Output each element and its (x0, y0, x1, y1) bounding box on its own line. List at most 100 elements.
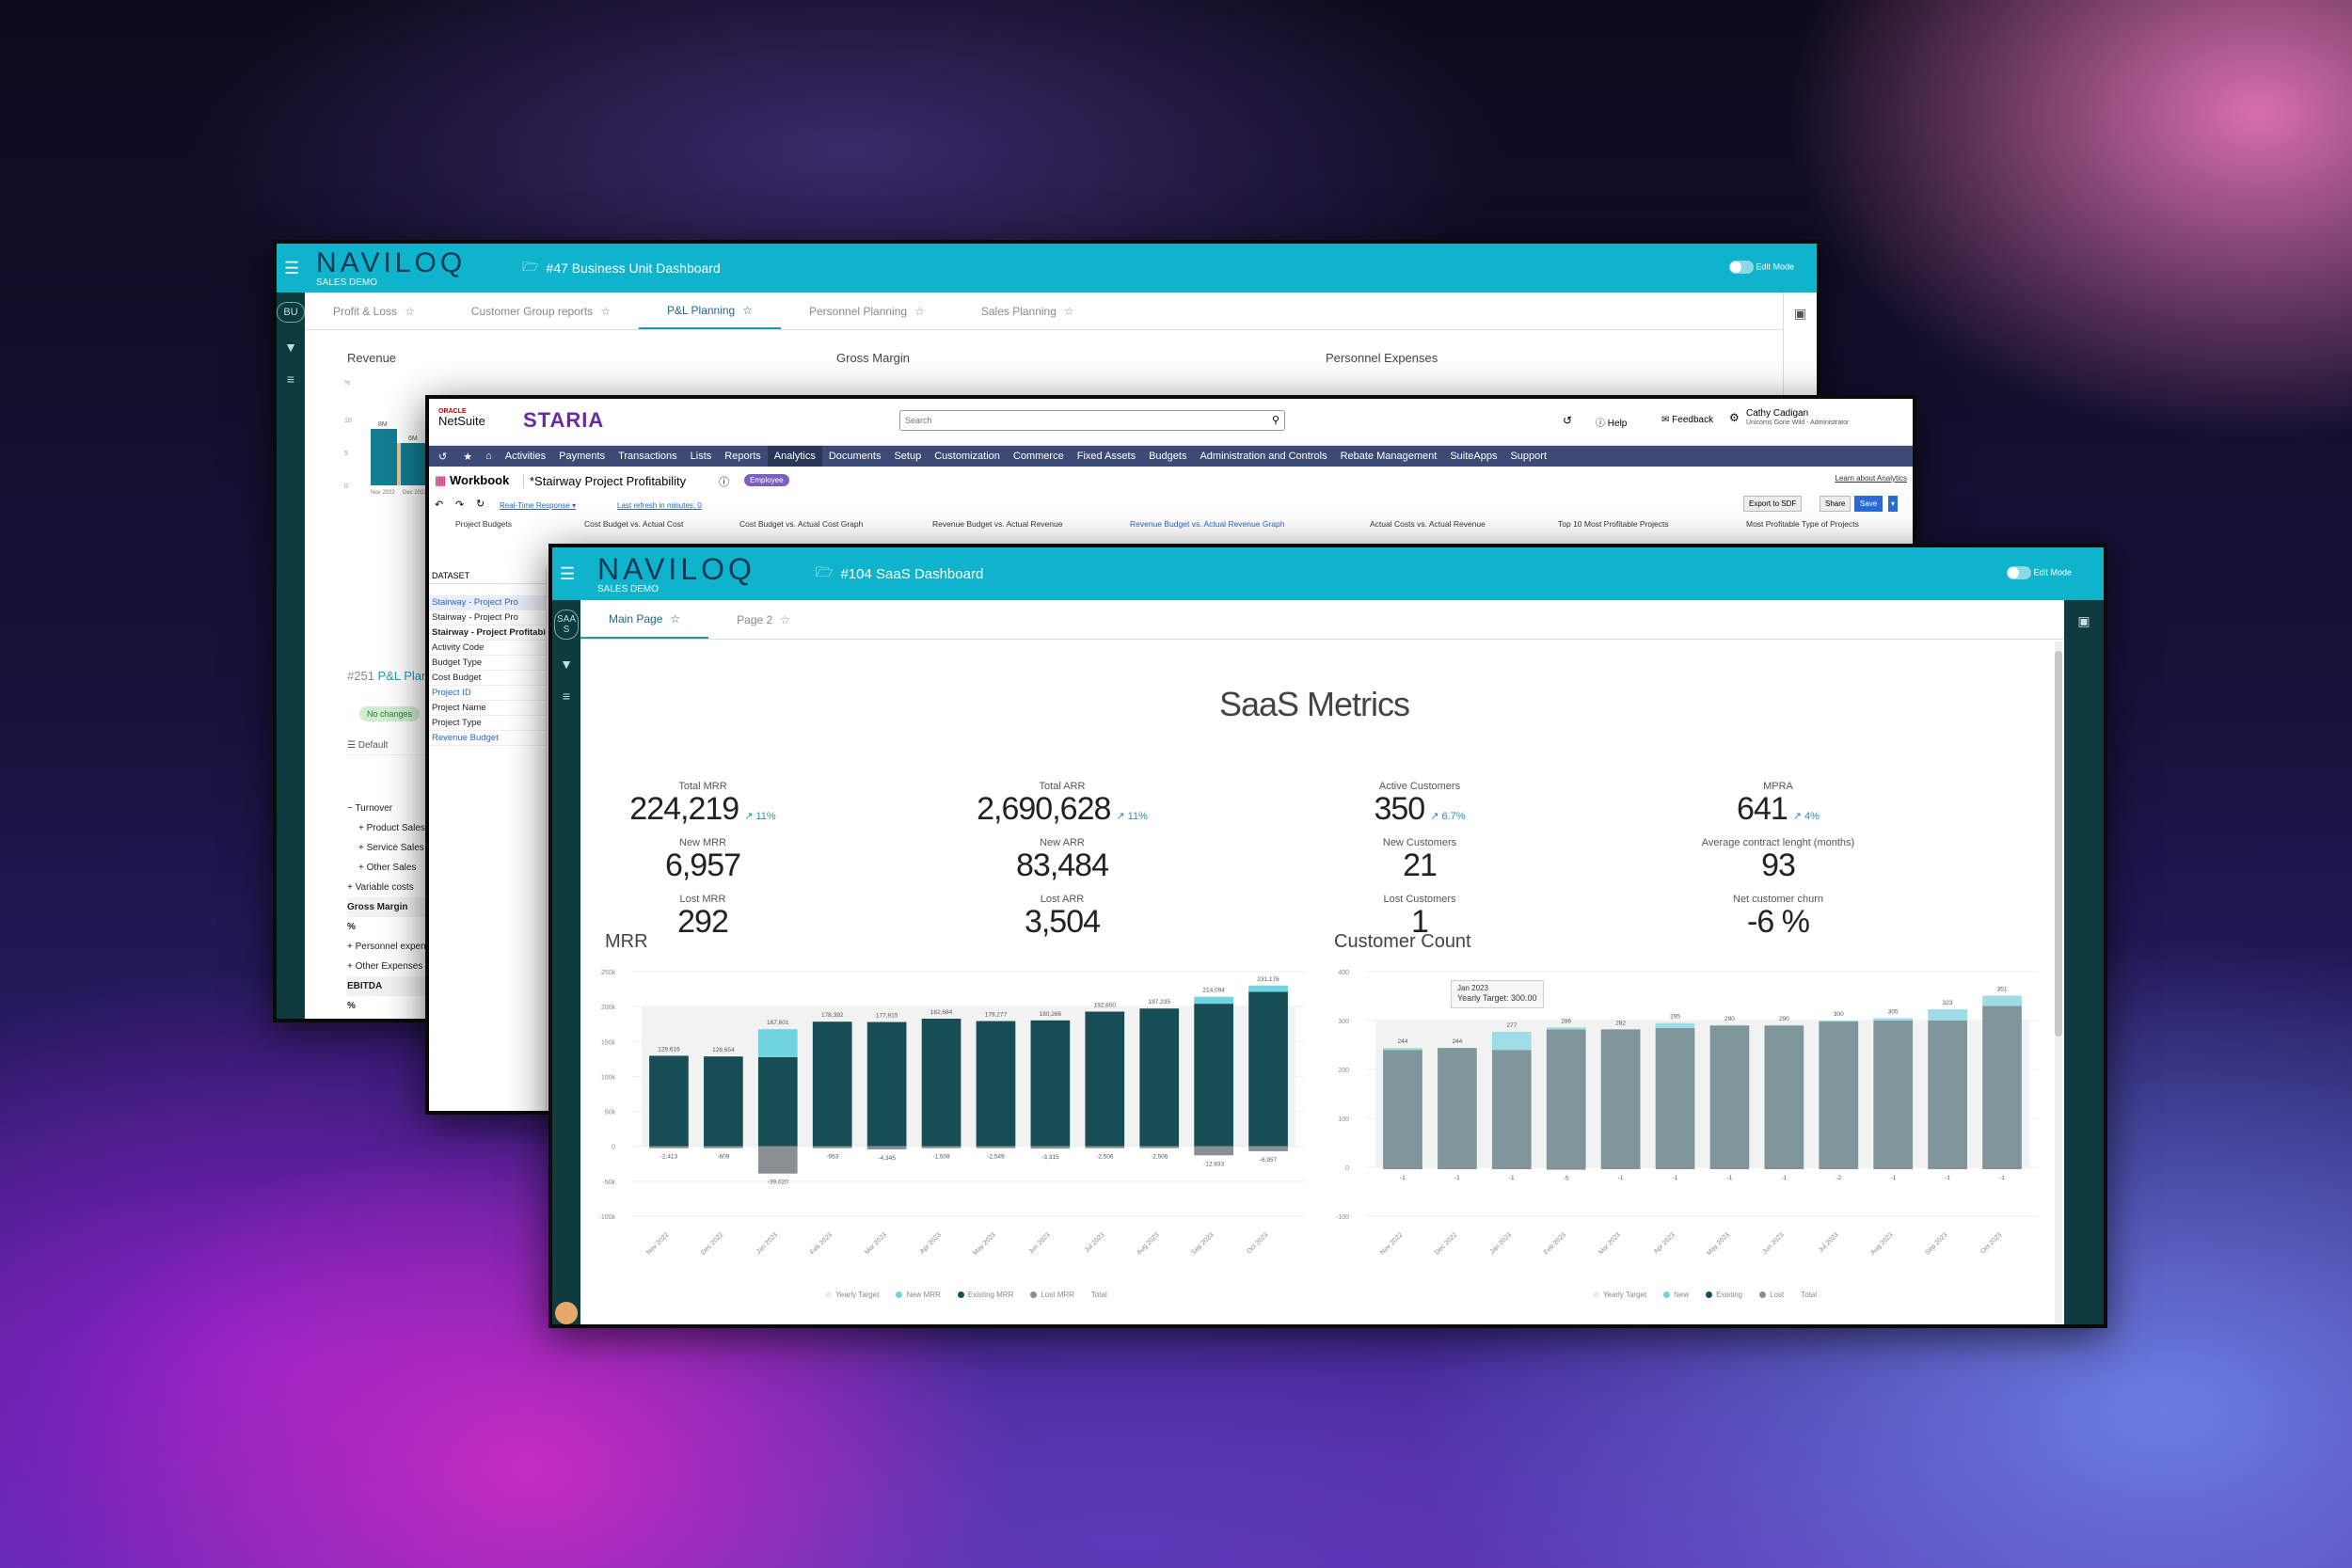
home-icon[interactable]: ⌂ (485, 451, 492, 462)
legend-item[interactable]: Yearly Target (825, 1291, 879, 1299)
star-icon[interactable]: ☆ (780, 612, 790, 626)
star-icon[interactable]: ☆ (670, 611, 681, 626)
legend-item[interactable]: Total (1801, 1291, 1818, 1299)
dataset-field[interactable]: Project Type (429, 716, 546, 731)
tree-item[interactable]: + Variable costs (347, 882, 414, 893)
save-button[interactable]: Save (1854, 496, 1883, 512)
tab-top-10-projects[interactable]: Top 10 Most Profitable Projects (1558, 519, 1669, 529)
dataset-field[interactable]: Cost Budget (429, 671, 546, 686)
legend-item[interactable]: Existing MRR (957, 1291, 1013, 1299)
tab-pl-planning[interactable]: P&L Planning ☆ (638, 293, 781, 329)
tree-item[interactable]: + Service Sales (358, 843, 424, 853)
nav-documents[interactable]: Documents (828, 451, 882, 462)
tab-profitable-types[interactable]: Most Profitable Type of Projects (1746, 519, 1859, 529)
tab-personnel-planning[interactable]: Personnel Planning ☆ (809, 304, 925, 318)
nav-rebate-management[interactable]: Rebate Management (1340, 451, 1438, 462)
legend-item[interactable]: Existing (1706, 1291, 1742, 1299)
front-edit-mode-toggle[interactable]: Edit Mode (2006, 566, 2072, 579)
tree-item[interactable]: − Turnover (347, 803, 393, 814)
dataset-field[interactable]: Project ID (429, 686, 546, 701)
legend-item[interactable]: Total (1090, 1291, 1107, 1299)
scrollbar[interactable] (2055, 641, 2062, 1324)
nav-transactions[interactable]: Transactions (618, 451, 677, 462)
user-menu[interactable]: ⚙ Cathy Cadigan Unicorns Gone Wild - Adm… (1729, 408, 1850, 426)
nav-budgets[interactable]: Budgets (1149, 451, 1187, 462)
nav-administration[interactable]: Administration and Controls (1200, 451, 1327, 462)
tab-page-2[interactable]: Page 2 ☆ (737, 612, 790, 626)
nav-fixed-assets[interactable]: Fixed Assets (1076, 451, 1136, 462)
legend-item[interactable]: New (1663, 1291, 1689, 1299)
nav-setup[interactable]: Setup (894, 451, 922, 462)
tab-project-budgets[interactable]: Project Budgets (455, 519, 513, 529)
realtime-dropdown[interactable]: Real-Time Response ▾ (500, 501, 577, 510)
dataset-field[interactable]: Stairway - Project Profitabi (429, 626, 546, 641)
nav-payments[interactable]: Payments (559, 451, 606, 462)
search-icon[interactable]: ⚲ (1271, 415, 1279, 426)
star-icon[interactable]: ☆ (600, 304, 611, 318)
undo-icon[interactable]: ↶ (435, 499, 444, 511)
filter-icon[interactable]: ▼ (560, 657, 573, 672)
help-link[interactable]: ⓘ Help (1596, 419, 1628, 429)
tab-actual-costs-revenue[interactable]: Actual Costs vs. Actual Revenue (1370, 519, 1486, 529)
legend-item[interactable]: New MRR (896, 1291, 941, 1299)
default-row[interactable]: ☰ Default (347, 740, 469, 755)
avatar[interactable] (555, 1302, 578, 1324)
legend-item[interactable]: Yearly Target (1592, 1291, 1646, 1299)
tab-cost-budget-graph[interactable]: Cost Budget vs. Actual Cost Graph (739, 519, 864, 529)
dataset-item[interactable]: Stairway - Project Pro (429, 610, 546, 626)
menu-icon[interactable]: ☰ (284, 258, 300, 277)
tree-item[interactable]: + Other Expenses (347, 961, 423, 972)
save-dropdown-icon[interactable]: ▾ (1888, 496, 1899, 512)
recent-icon[interactable]: ↺ (1563, 414, 1573, 427)
dataset-field[interactable]: Budget Type (429, 656, 546, 671)
chat-icon[interactable]: ▣ (1793, 306, 1807, 321)
back-side-tag[interactable]: BU (277, 302, 305, 323)
dataset-field[interactable]: Revenue Budget (429, 731, 546, 746)
star-icon[interactable]: ☆ (742, 303, 753, 317)
star-icon[interactable]: ☆ (914, 304, 925, 318)
dataset-field[interactable]: Project Name (429, 701, 546, 716)
nav-reports[interactable]: Reports (724, 451, 761, 462)
nav-analytics[interactable]: Analytics (767, 446, 822, 467)
star-icon[interactable]: ☆ (1063, 304, 1074, 318)
tree-item[interactable]: + Product Sales (358, 823, 425, 833)
nav-suiteapps[interactable]: SuiteApps (1450, 451, 1498, 462)
tab-profit-loss[interactable]: Profit & Loss ☆ (333, 304, 415, 318)
tab-revenue-budget[interactable]: Revenue Budget vs. Actual Revenue (932, 519, 1063, 529)
refresh-status[interactable]: Last refresh in minutes: 0 (617, 501, 702, 510)
nav-customization[interactable]: Customization (934, 451, 1000, 462)
tab-sales-planning[interactable]: Sales Planning ☆ (980, 304, 1074, 318)
star-icon[interactable]: ☆ (405, 304, 415, 318)
favorites-icon[interactable]: ★ (463, 451, 473, 463)
redo-icon[interactable]: ↷ (455, 499, 465, 511)
tree-item[interactable]: + Personnel expenses (347, 942, 441, 952)
nav-commerce[interactable]: Commerce (1012, 451, 1064, 462)
tab-cost-budget[interactable]: Cost Budget vs. Actual Cost (584, 519, 684, 529)
nav-support[interactable]: Support (1510, 451, 1547, 462)
legend-item[interactable]: Lost (1759, 1291, 1784, 1299)
learn-analytics-link[interactable]: Learn about Analytics (1835, 474, 1908, 483)
chat-icon[interactable]: ▣ (2077, 613, 2090, 628)
feedback-link[interactable]: ✉ Feedback (1661, 415, 1714, 425)
share-button[interactable]: Share (1820, 496, 1851, 512)
nav-activities[interactable]: Activities (504, 451, 547, 462)
global-search[interactable]: ⚲ (899, 410, 1285, 431)
info-icon[interactable]: ⓘ (719, 477, 729, 488)
list-filter-icon[interactable]: ≡ (286, 372, 295, 387)
search-input[interactable] (905, 416, 1263, 425)
tab-revenue-budget-graph[interactable]: Revenue Budget vs. Actual Revenue Graph (1130, 519, 1285, 529)
recent-records-icon[interactable]: ↺ (438, 451, 448, 463)
menu-icon[interactable]: ☰ (560, 563, 576, 583)
legend-item[interactable]: Lost MRR (1030, 1291, 1074, 1299)
export-sdf-button[interactable]: Export to SDF (1743, 496, 1803, 512)
tab-customer-group-reports[interactable]: Customer Group reports ☆ (470, 304, 611, 318)
tree-item[interactable]: + Other Sales (358, 863, 417, 873)
nav-lists[interactable]: Lists (690, 451, 712, 462)
front-side-tag[interactable]: SAA S (554, 610, 579, 640)
back-edit-mode-toggle[interactable]: Edit Mode (1728, 261, 1794, 274)
tab-main-page[interactable]: Main Page ☆ (580, 600, 709, 639)
filter-icon[interactable]: ▼ (284, 340, 297, 355)
dataset-field[interactable]: Activity Code (429, 641, 546, 656)
list-filter-icon[interactable]: ≡ (562, 689, 571, 704)
refresh-icon[interactable]: ↻ (476, 499, 485, 510)
